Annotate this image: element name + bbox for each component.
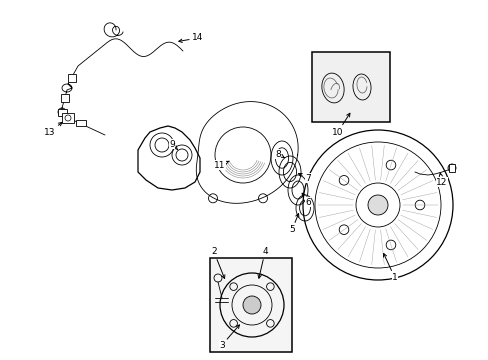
Circle shape xyxy=(367,195,387,215)
Text: 13: 13 xyxy=(44,122,62,136)
Text: 6: 6 xyxy=(302,193,310,207)
Circle shape xyxy=(447,164,455,172)
Bar xyxy=(448,164,454,172)
Text: 8: 8 xyxy=(275,149,284,158)
Text: 5: 5 xyxy=(288,213,298,234)
Text: 7: 7 xyxy=(298,174,310,183)
Text: 1: 1 xyxy=(383,253,397,283)
Bar xyxy=(62,113,74,123)
Text: 4: 4 xyxy=(258,248,267,278)
Bar xyxy=(311,52,389,122)
Text: 10: 10 xyxy=(331,113,349,136)
Bar xyxy=(68,74,76,82)
Text: 14: 14 xyxy=(179,33,203,42)
Text: 9: 9 xyxy=(169,140,177,149)
Bar xyxy=(58,109,67,116)
Text: 12: 12 xyxy=(435,173,447,186)
Text: 2: 2 xyxy=(211,248,224,278)
Bar xyxy=(61,94,69,102)
Bar xyxy=(209,258,291,352)
Bar xyxy=(76,120,86,126)
Circle shape xyxy=(243,296,261,314)
Text: 11: 11 xyxy=(214,161,228,170)
Text: 3: 3 xyxy=(219,325,239,350)
